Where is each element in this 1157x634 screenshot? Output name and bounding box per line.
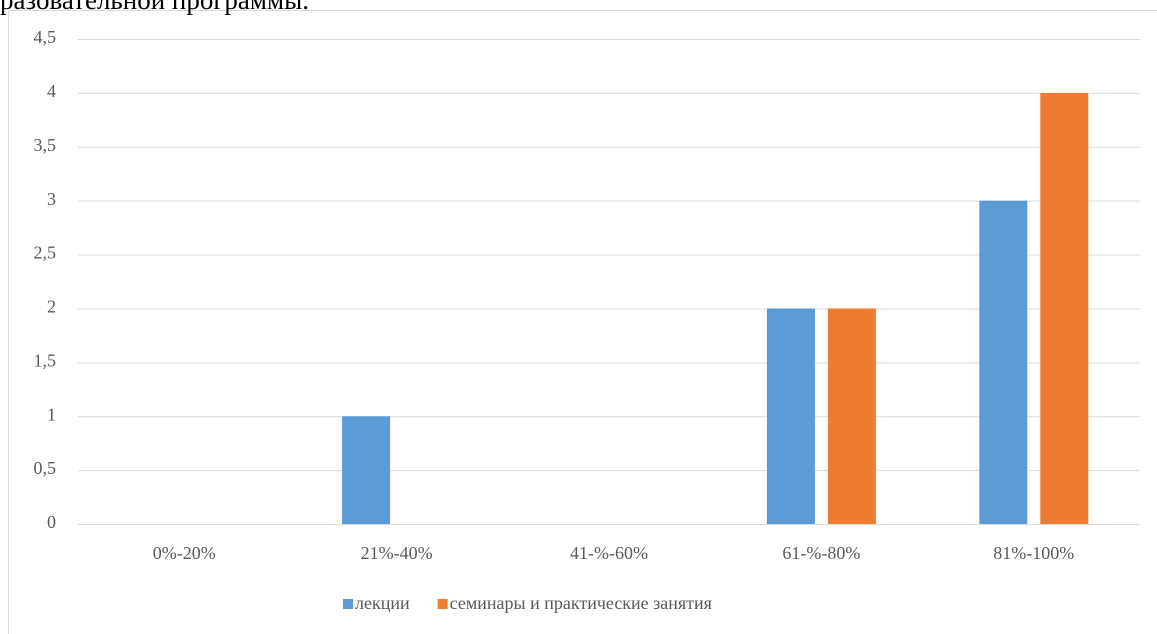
- x-tick-label: 21%-40%: [361, 543, 433, 563]
- bar: [827, 308, 876, 524]
- y-tick-label: 3: [47, 189, 56, 209]
- y-tick-label: 4: [47, 81, 56, 101]
- legend-label: лекции: [355, 593, 410, 613]
- legend-swatch: [343, 599, 353, 609]
- bar: [979, 200, 1028, 524]
- y-tick-label: 0,5: [34, 458, 57, 478]
- legend-swatch: [437, 599, 448, 609]
- y-tick-label: 0: [47, 512, 56, 532]
- x-tick-label: 61-%-80%: [782, 543, 860, 563]
- x-tick-label: 41-%-60%: [570, 543, 648, 563]
- header-backdrop: [0, 0, 385, 10]
- bar: [342, 416, 391, 524]
- y-tick-label: 3,5: [34, 135, 57, 155]
- legend-label: семинары и практические занятия: [450, 593, 712, 613]
- x-tick-label: 81%-100%: [993, 543, 1074, 563]
- bar: [766, 308, 815, 524]
- y-tick-label: 1: [47, 404, 56, 424]
- y-tick-label: 2,5: [34, 243, 57, 263]
- bar: [1040, 92, 1089, 524]
- y-tick-label: 1,5: [34, 350, 57, 370]
- y-tick-label: 2: [47, 297, 56, 317]
- header-text: разовательной программы.: [0, 0, 309, 15]
- y-tick-label: 4,5: [34, 27, 57, 47]
- x-tick-label: 0%-20%: [153, 543, 216, 563]
